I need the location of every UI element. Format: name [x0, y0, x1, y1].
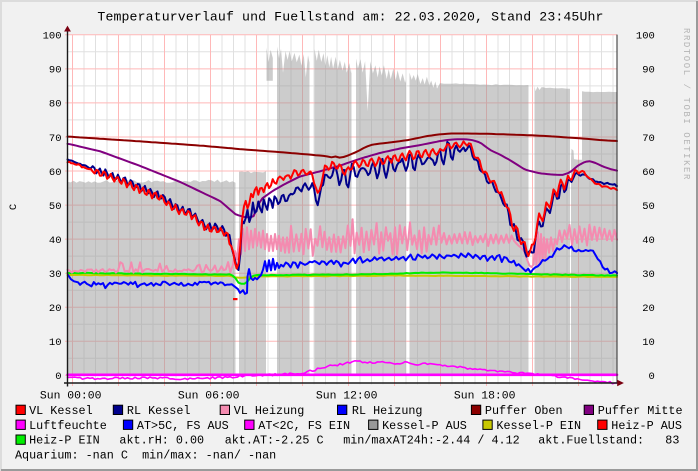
svg-text:Kessel-P EIN: Kessel-P EIN [496, 419, 581, 433]
svg-text:40: 40 [49, 235, 62, 247]
svg-text:Sun 18:00: Sun 18:00 [454, 390, 516, 402]
svg-text:AT>5C, FS AUS: AT>5C, FS AUS [137, 419, 229, 433]
svg-text:Kessel-P AUS: Kessel-P AUS [382, 419, 467, 433]
svg-text:RRDTOOL / TOBI OETIKER: RRDTOOL / TOBI OETIKER [681, 28, 691, 181]
svg-text:Puffer Mitte: Puffer Mitte [598, 404, 683, 418]
svg-text:50: 50 [642, 201, 655, 213]
svg-text:60: 60 [49, 167, 62, 179]
svg-text:20: 20 [49, 303, 62, 315]
svg-text:0: 0 [648, 371, 654, 383]
svg-text:10: 10 [642, 337, 655, 349]
svg-text:70: 70 [642, 133, 655, 145]
svg-text:Aquarium: -nan C min/max: -na: Aquarium: -nan C min/max: -nan/ -nan [15, 449, 276, 463]
svg-text:VL Heizung: VL Heizung [234, 404, 305, 418]
svg-text:80: 80 [642, 99, 655, 111]
svg-text:Heiz-P EIN: Heiz-P EIN [29, 434, 100, 448]
svg-text:Heiz-P AUS: Heiz-P AUS [611, 419, 682, 433]
svg-text:90: 90 [49, 65, 62, 77]
svg-text:70: 70 [49, 133, 62, 145]
svg-text:100: 100 [636, 31, 655, 43]
svg-text:0: 0 [55, 371, 61, 383]
svg-text:10: 10 [49, 337, 62, 349]
svg-text:RL Kessel: RL Kessel [127, 404, 191, 418]
svg-text:Puffer Oben: Puffer Oben [485, 404, 563, 418]
svg-text:RL Heizung: RL Heizung [352, 404, 423, 418]
svg-text:60: 60 [642, 167, 655, 179]
svg-text:Sun 06:00: Sun 06:00 [178, 390, 240, 402]
svg-text:Sun 12:00: Sun 12:00 [316, 390, 378, 402]
svg-text:30: 30 [642, 269, 655, 281]
svg-text:VL Kessel: VL Kessel [29, 404, 93, 418]
svg-text:min/maxAT24h:-2.44 / 4.12: min/maxAT24h:-2.44 / 4.12 [343, 434, 520, 448]
svg-text:50: 50 [49, 201, 62, 213]
svg-text:AT<2C, FS EIN: AT<2C, FS EIN [258, 419, 350, 433]
svg-text:20: 20 [642, 303, 655, 315]
svg-text:40: 40 [642, 235, 655, 247]
svg-text:30: 30 [49, 269, 62, 281]
svg-text:Luftfeuchte: Luftfeuchte [29, 419, 107, 433]
svg-text:akt.AT:-2.25 C: akt.AT:-2.25 C [225, 434, 324, 448]
svg-text:C: C [8, 204, 20, 210]
svg-text:80: 80 [49, 99, 62, 111]
svg-text:100: 100 [43, 31, 62, 43]
svg-text:Temperaturverlauf und Fuellsta: Temperaturverlauf und Fuellstand am: 22.… [97, 10, 603, 25]
svg-text:akt.rH: 0.00: akt.rH: 0.00 [119, 434, 204, 448]
svg-text:Sun 00:00: Sun 00:00 [40, 390, 102, 402]
svg-text:90: 90 [642, 65, 655, 77]
svg-text:akt.Fuellstand: 83: akt.Fuellstand: 83 [538, 434, 679, 448]
